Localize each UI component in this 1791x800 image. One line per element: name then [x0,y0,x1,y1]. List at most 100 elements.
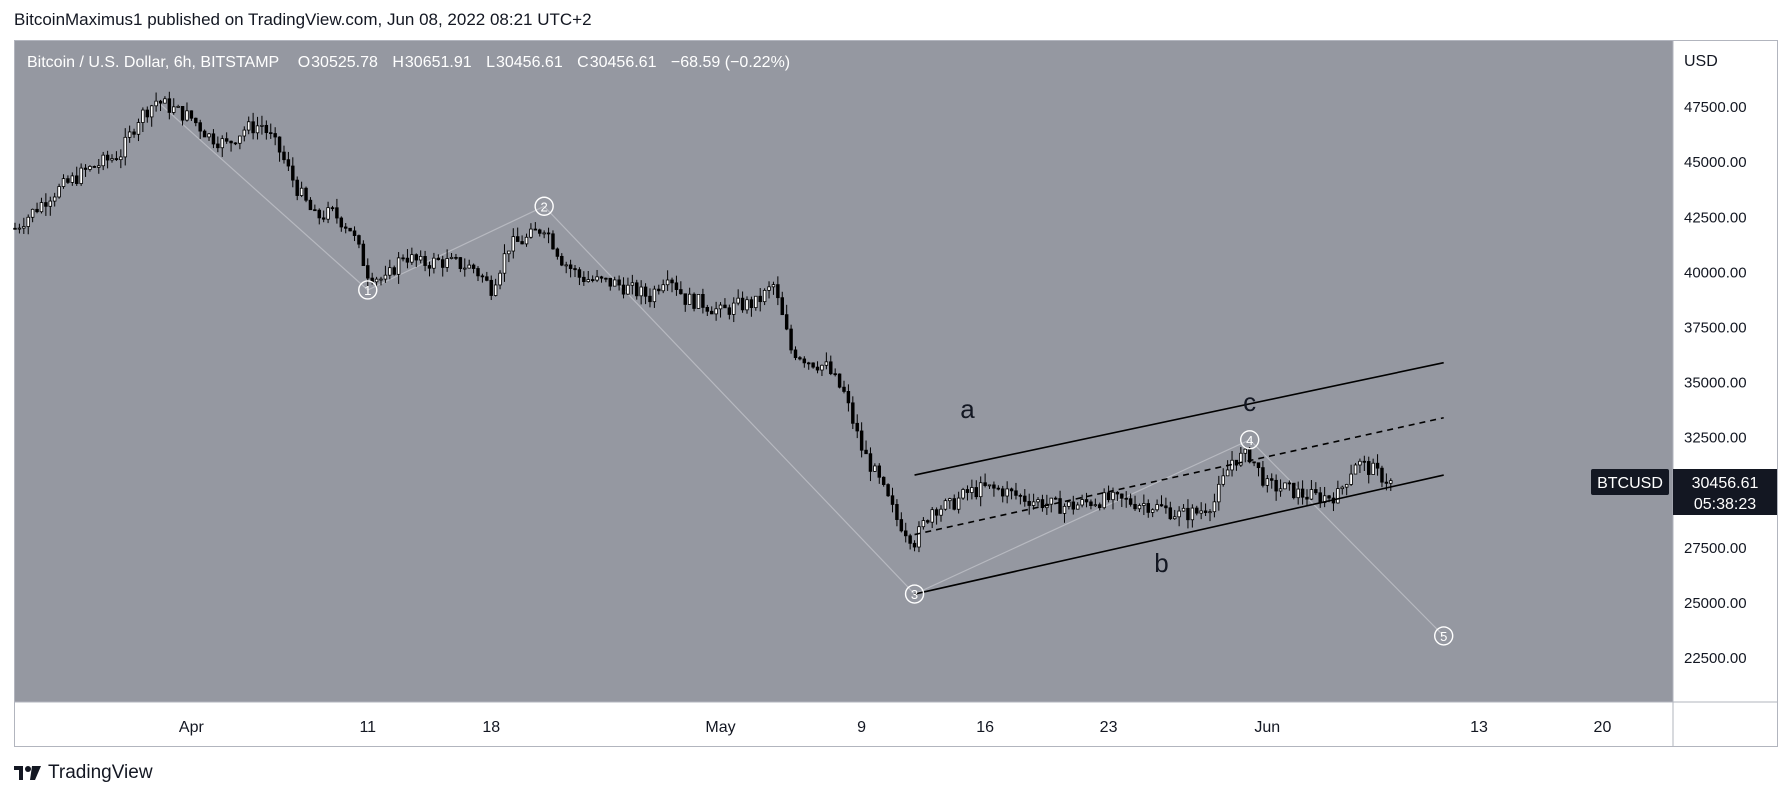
price-axis[interactable] [1673,41,1777,702]
candle-body [132,131,136,135]
candle-body [1120,493,1124,499]
candle-body [1040,499,1045,509]
candle-body [326,207,330,220]
plot-area[interactable] [15,41,1673,702]
x-tick-labels: Apr 11 18 May 9 16 23 Jun 13 20 [179,719,1612,736]
candle-body [948,498,952,502]
candle-body [383,274,388,280]
candle-body [829,361,833,375]
candle-body [586,279,590,283]
candle-body [361,243,366,267]
candle-body [970,487,974,493]
candle-body [176,106,180,108]
candle-body [992,484,996,489]
wave-label-circle [1239,430,1260,450]
candle-body [216,143,220,149]
candle-body [1309,489,1314,500]
candle-body [921,520,926,528]
candle-body [1353,464,1358,475]
candle-body [1375,462,1380,469]
candle-body [1023,495,1027,502]
candle-body [454,256,458,259]
candle-body [683,293,687,305]
candle-body [692,293,696,309]
candle-body [546,232,551,235]
candle-body [908,535,912,544]
y-tick-label: 22500.00 [1684,650,1747,667]
low-value: 30456.61 [495,54,563,71]
candle-body [255,125,260,134]
candle-body [35,208,39,213]
candle-body [1340,486,1345,490]
candle-body [427,265,432,269]
candle-body [776,284,780,299]
candle-body [291,165,295,181]
candle-body [1058,498,1062,514]
candle-body [194,117,198,124]
candle-body [877,465,881,478]
candle-body [1336,488,1340,504]
candle-body [604,277,608,280]
candle-body [26,216,30,227]
wave-label-circle [904,584,925,604]
candle-body [366,265,370,279]
candle-body [701,294,705,308]
candle-body [639,286,643,297]
candle-body [1195,507,1199,514]
footer-brand[interactable]: TradingView [14,762,153,784]
candle-body [48,200,52,207]
close-value: 30456.61 [589,54,657,71]
symbol-title[interactable]: Bitcoin / U.S. Dollar, 6h, BITSTAMP [27,54,280,71]
candle-body [127,131,132,138]
candle-body [1190,507,1195,521]
time-axis[interactable] [15,702,1777,746]
candle-body [1071,501,1076,510]
candle-body [246,121,251,131]
candle-body [145,109,150,118]
candle-body [1089,501,1093,506]
candle-body [348,227,352,232]
candle-body [582,276,586,283]
candle-body [934,509,939,516]
candle-body [441,259,445,268]
candle-body [57,186,61,198]
candle-body [599,276,604,279]
candle-body [1018,494,1023,497]
candle-body [652,288,657,303]
last-price-tag[interactable]: BTCUSD 30456.61 05:38:23 [1591,469,1777,515]
candle-body [282,151,286,161]
candle-body [154,100,158,107]
candle-body [61,178,66,187]
candle-body [1014,490,1018,496]
candle-body [458,257,463,269]
candle-body [802,358,807,364]
candle-body [401,257,405,260]
y-tick-label: 42500.00 [1684,209,1747,226]
candle-body [467,264,471,269]
candle-body [339,217,344,228]
candle-body [859,430,864,451]
candle-body [996,487,1001,490]
candle-body [542,232,546,235]
candle-body [1049,497,1053,505]
candle-body [899,519,904,532]
close-label: C [577,54,589,71]
channel-lower-line [914,474,1444,595]
candle-body [837,373,842,388]
candle-body [551,233,555,250]
candle-body [793,349,798,359]
candle-body [890,495,895,505]
wave-label-4: 4 [1246,433,1253,448]
candle-body [868,453,873,472]
candle-body [1177,510,1181,518]
candle-body [758,295,762,303]
channel-middle-line [914,416,1444,536]
candle-body [189,110,194,119]
candle-body [418,256,423,261]
candle-body [524,236,529,245]
candle-body [1155,504,1159,511]
candle-body [1327,495,1331,499]
candle-body [754,295,758,309]
candle-body [727,307,732,315]
